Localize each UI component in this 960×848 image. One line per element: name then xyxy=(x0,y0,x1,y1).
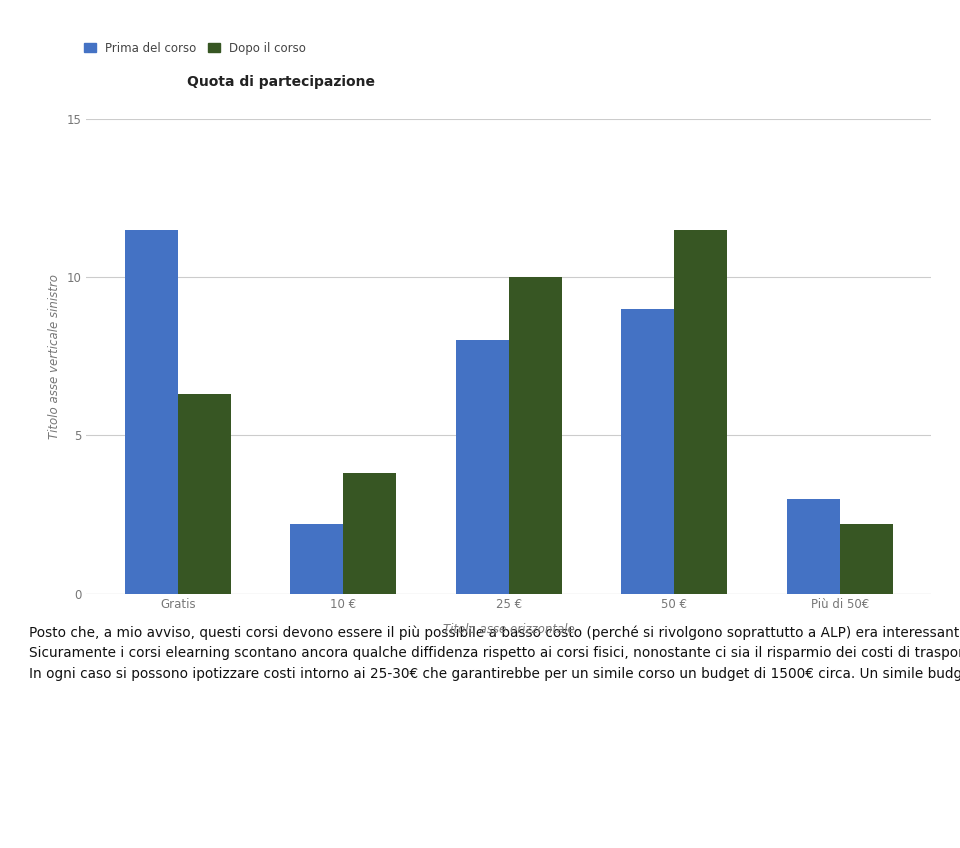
Bar xyxy=(456,340,509,594)
Bar xyxy=(290,524,344,594)
Legend: Prima del corso, Dopo il corso: Prima del corso, Dopo il corso xyxy=(84,42,306,54)
Bar xyxy=(509,277,562,594)
Bar xyxy=(787,499,840,594)
Bar xyxy=(674,230,728,594)
Bar xyxy=(178,394,230,594)
Y-axis label: Titolo asse verticale sinistro: Titolo asse verticale sinistro xyxy=(48,274,61,438)
Bar xyxy=(840,524,893,594)
Bar xyxy=(125,230,178,594)
Bar xyxy=(621,309,674,594)
Bar xyxy=(344,473,396,594)
Text: Posto che, a mio avviso, questi corsi devono essere il più possibile a basso cos: Posto che, a mio avviso, questi corsi de… xyxy=(29,626,960,681)
Text: Quota di partecipazione: Quota di partecipazione xyxy=(187,75,375,89)
Text: Titolo asse orizzontale: Titolo asse orizzontale xyxy=(443,623,575,636)
